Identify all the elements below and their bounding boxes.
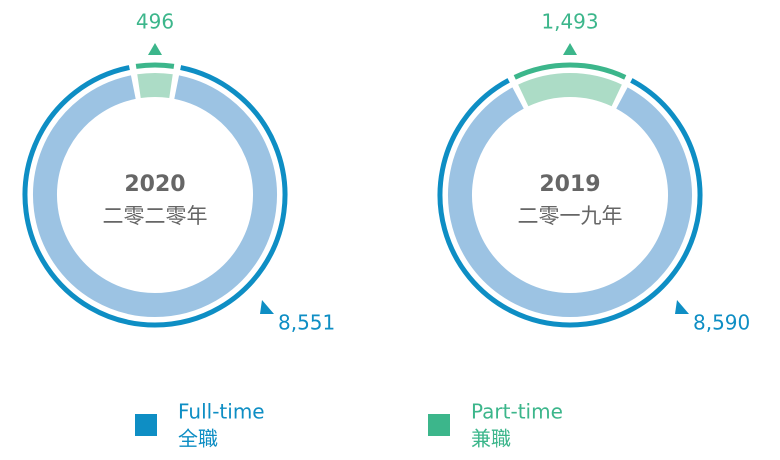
donut-outer-segment [135, 62, 175, 69]
label-pointer [675, 300, 689, 314]
donut-inner-segment [137, 73, 173, 99]
value-label: 1,493 [541, 10, 598, 34]
value-label: 8,590 [693, 311, 750, 335]
legend-sublabel: 兼職 [471, 427, 511, 451]
donut-inner-segment [448, 87, 692, 317]
center-subtitle: 二零二零年 [103, 204, 208, 228]
legend-swatch [135, 414, 157, 436]
donut-outer-segment [437, 78, 703, 328]
donut-outer-segment [513, 62, 627, 80]
value-label: 8,551 [278, 311, 335, 335]
label-pointer [260, 300, 274, 314]
value-label: 496 [136, 10, 174, 34]
label-pointer [148, 43, 162, 55]
donut-inner-segment [518, 73, 622, 107]
center-title: 2019 [539, 172, 600, 197]
legend-label: Part-time [471, 400, 563, 424]
label-pointer [563, 43, 577, 55]
donut-inner-segment [33, 75, 277, 317]
center-subtitle: 二零一九年 [518, 204, 623, 228]
center-title: 2020 [124, 172, 185, 197]
donut-outer-segment [22, 65, 288, 328]
legend-sublabel: 全職 [178, 427, 218, 451]
legend-swatch [428, 414, 450, 436]
legend-label: Full-time [178, 400, 265, 424]
